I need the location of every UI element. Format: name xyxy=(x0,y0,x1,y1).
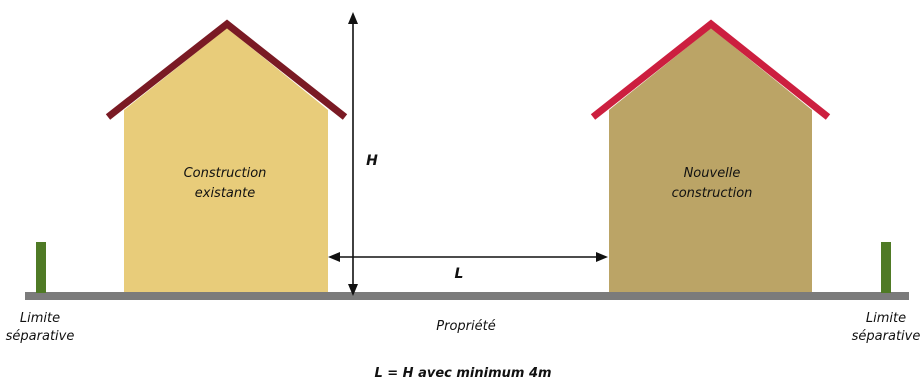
distance-label: L xyxy=(455,266,464,282)
distance-arrow-head-right xyxy=(596,252,608,262)
distance-arrow xyxy=(328,252,608,262)
new-building: Nouvelle construction xyxy=(590,19,831,292)
height-arrow-head-top xyxy=(348,12,358,24)
new-building-label-line2: construction xyxy=(672,186,753,201)
rule-caption: L = H avec minimum 4m xyxy=(374,366,551,381)
ground-line xyxy=(25,292,909,300)
boundary-right-label-line1: Limite xyxy=(866,311,906,326)
new-building-label-line1: Nouvelle xyxy=(684,166,741,181)
existing-building-label-line1: Construction xyxy=(184,166,267,181)
height-arrow-head-bottom xyxy=(348,284,358,296)
property-label: Propriété xyxy=(436,319,495,334)
boundary-right-label-line2: séparative xyxy=(852,329,921,344)
new-building-roof xyxy=(590,19,831,120)
new-building-wall xyxy=(609,28,812,292)
height-label: H xyxy=(366,153,378,169)
boundary-post-left xyxy=(36,242,46,293)
height-arrow xyxy=(348,12,358,296)
existing-building-label-line2: existante xyxy=(195,186,255,201)
boundary-left-label-line2: séparative xyxy=(6,329,75,344)
distance-arrow-head-left xyxy=(328,252,340,262)
boundary-post-right xyxy=(881,242,891,293)
boundary-left-label-line1: Limite xyxy=(20,311,60,326)
existing-building-wall xyxy=(124,28,328,292)
existing-building: Construction existante xyxy=(105,19,348,292)
existing-building-roof xyxy=(105,19,348,120)
